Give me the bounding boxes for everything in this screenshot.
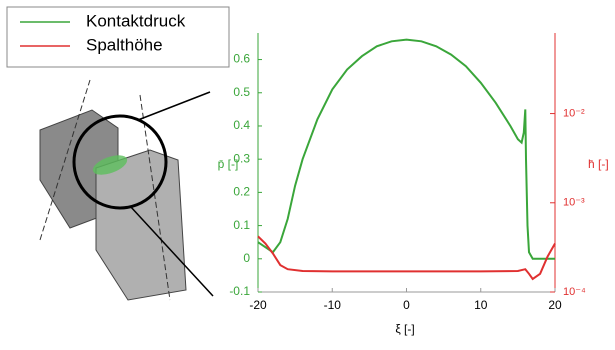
x-tick-label: 10 <box>474 298 488 312</box>
legend-label: Spalthöhe <box>86 35 163 54</box>
y-tick-label: 0 <box>243 251 250 265</box>
x-tick-label: 20 <box>548 298 562 312</box>
x-tick-label: -20 <box>249 298 267 312</box>
y-tick-label: -0.1 <box>229 284 250 298</box>
y-tick-label: 0.1 <box>233 218 250 232</box>
x-tick-label: -10 <box>324 298 342 312</box>
y-tick-label: 0.6 <box>233 52 250 66</box>
y2-tick-label: 10⁻⁴ <box>563 286 586 298</box>
x-tick-label: 0 <box>403 298 410 312</box>
y2-axis-label: h̄ [-] <box>588 157 609 171</box>
figure: ξ [-] p̄ [-] h̄ [-] -20-1001020-0.100.10… <box>0 0 615 345</box>
data-line <box>258 40 555 259</box>
data-line <box>258 236 555 279</box>
zoom-line <box>138 92 210 120</box>
gear-illustration <box>40 80 213 300</box>
page: {"chart_data": {"type": "line", "xlabel"… <box>0 0 615 345</box>
y-tick-label: 0.4 <box>233 118 250 132</box>
y2-tick-label: 10⁻³ <box>563 197 585 209</box>
y-tick-label: 0.3 <box>233 151 250 165</box>
legend-label: Kontaktdruck <box>86 11 186 30</box>
y-tick-label: 0.5 <box>233 85 250 99</box>
y2-tick-label: 10⁻² <box>563 107 585 119</box>
x-axis-label: ξ [-] <box>395 322 414 336</box>
y-tick-label: 0.2 <box>233 185 250 199</box>
